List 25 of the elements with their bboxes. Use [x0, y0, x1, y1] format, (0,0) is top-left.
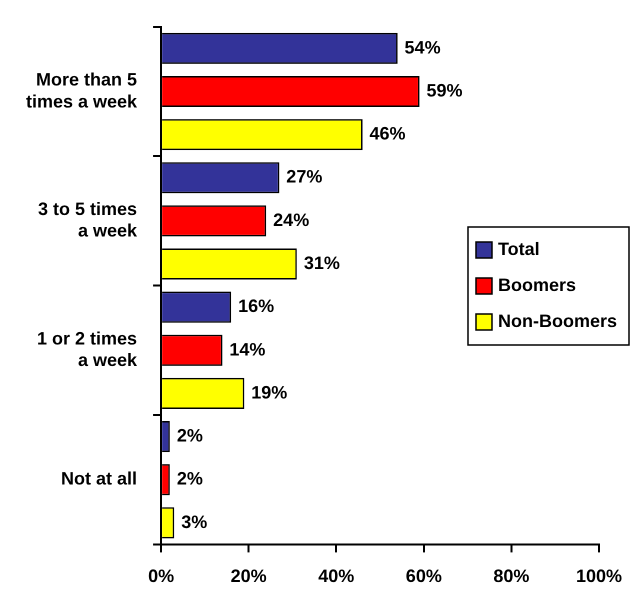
data-label: 24%: [273, 210, 310, 230]
data-label: 59%: [426, 80, 462, 100]
data-label: 31%: [304, 253, 340, 273]
legend-label: Non-Boomers: [498, 310, 618, 331]
x-tick-label: 60%: [406, 566, 442, 586]
x-tick-label: 40%: [318, 566, 354, 586]
data-label: 46%: [370, 124, 406, 144]
x-tick-label: 80%: [493, 566, 530, 586]
x-tick-label: 20%: [230, 566, 267, 586]
data-label: 14%: [229, 339, 266, 360]
data-label: 16%: [238, 296, 274, 316]
data-label: 54%: [404, 37, 441, 58]
y-tick-label: More than 5 times a week: [26, 70, 138, 112]
data-label: 19%: [251, 382, 288, 402]
x-tick-label: 0%: [148, 566, 174, 586]
legend-label: Total: [498, 238, 540, 259]
x-tick-label: 100%: [576, 566, 622, 586]
y-tick-label: Not at all: [61, 468, 138, 489]
data-label: 2%: [176, 468, 203, 489]
data-label: 27%: [286, 166, 322, 187]
y-tick-label: 3 to 5 times a week: [38, 199, 138, 241]
legend-label: Boomers: [498, 274, 576, 295]
y-tick-label: 1 or 2 times a week: [37, 328, 138, 370]
data-label: 3%: [181, 512, 208, 532]
data-label: 2%: [176, 426, 203, 446]
